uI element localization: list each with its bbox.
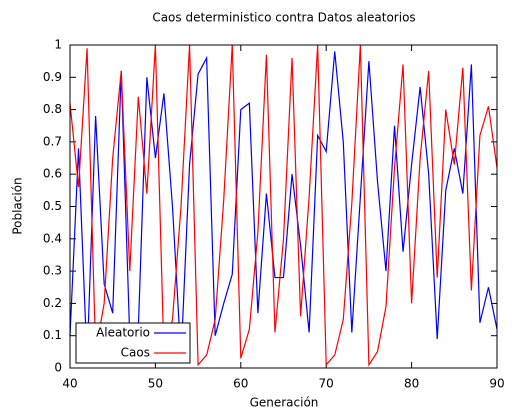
x-tick-label: 80 (404, 377, 419, 391)
x-tick-label: 50 (148, 377, 163, 391)
legend-label: Aleatorio (96, 326, 150, 340)
y-tick-label: 0 (54, 361, 62, 375)
y-tick-label: 0.7 (43, 134, 62, 148)
y-axis-label: Población (11, 177, 25, 234)
x-tick-label: 60 (233, 377, 248, 391)
y-tick-label: 0.5 (43, 199, 62, 213)
x-axis-label: Generación (250, 396, 319, 408)
y-tick-label: 1 (54, 38, 62, 52)
x-tick-label: 90 (489, 377, 504, 391)
y-tick-label: 0.9 (43, 70, 62, 84)
chart-title: Caos deterministico contra Datos aleator… (152, 11, 415, 25)
y-tick-label: 0.6 (43, 167, 62, 181)
y-tick-label: 0.8 (43, 102, 62, 116)
x-tick-label: 40 (62, 377, 77, 391)
x-tick-label: 70 (319, 377, 334, 391)
legend-box (75, 322, 191, 364)
y-tick-label: 0.2 (43, 296, 62, 310)
y-tick-label: 0.4 (43, 231, 62, 245)
y-tick-label: 0.1 (43, 328, 62, 342)
plot-frame (69, 44, 498, 369)
series-line (69, 51, 498, 362)
legend-label: Caos (121, 346, 150, 360)
series-line (69, 44, 498, 367)
y-tick-label: 0.3 (43, 264, 62, 278)
